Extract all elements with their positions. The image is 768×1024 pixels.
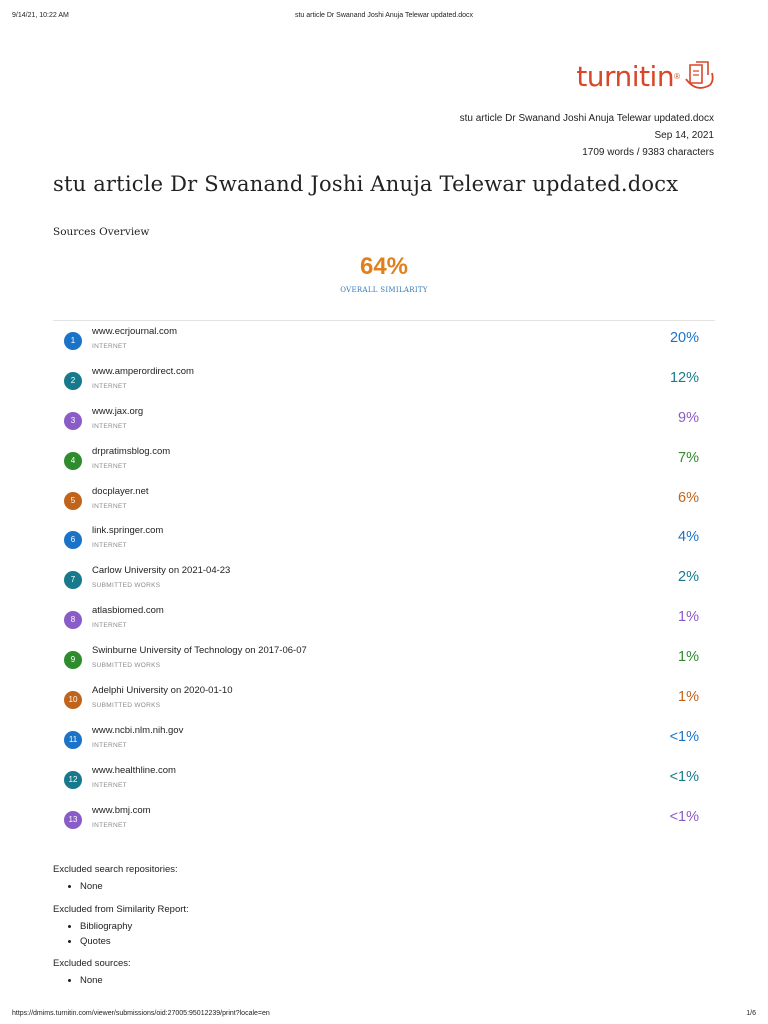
turnitin-logo: turnitin ® [576,56,716,96]
source-type: INTERNET [92,741,127,749]
source-type: INTERNET [92,781,127,789]
source-percent: <1% [669,728,699,745]
source-type: INTERNET [92,821,127,829]
source-name[interactable]: link.springer.com [92,525,164,537]
source-row[interactable]: 8 atlasbiomed.com INTERNET 1% [53,600,715,640]
source-percent: 4% [678,529,699,546]
source-percent: <1% [669,808,699,825]
source-row[interactable]: 9 Swinburne University of Technology on 2… [53,640,715,680]
source-percent: 7% [678,449,699,466]
overall-label: OVERALL SIMILARITY [340,286,428,294]
source-percent: 6% [678,489,699,506]
source-name[interactable]: atlasbiomed.com [92,605,164,617]
exclusion-block: Excluded search repositories: None [53,864,178,894]
source-type: INTERNET [92,542,127,550]
source-row[interactable]: 11 www.ncbi.nlm.nih.gov INTERNET <1% [53,720,715,760]
exclusion-heading: Excluded from Similarity Report: [53,904,189,915]
source-name[interactable]: drpratimsblog.com [92,445,171,457]
source-number-badge: 9 [64,651,82,670]
source-type: INTERNET [92,462,127,470]
source-row[interactable]: 12 www.healthline.com INTERNET <1% [53,760,715,800]
document-title: stu article Dr Swanand Joshi Anuja Telew… [53,172,679,196]
exclusion-item: None [80,973,131,988]
source-number-badge: 4 [64,451,82,470]
source-name[interactable]: www.amperordirect.com [92,365,194,377]
sources-overview-label: Sources Overview [53,226,150,238]
logo-registered: ® [674,71,680,81]
source-number-badge: 3 [64,411,82,430]
source-number-badge: 10 [64,691,82,710]
exclusion-list: None [53,973,131,988]
source-percent: 1% [678,609,699,626]
source-row[interactable]: 1 www.ecrjournal.com INTERNET 20% [53,321,715,361]
source-name[interactable]: www.healthline.com [92,764,176,776]
source-type: INTERNET [92,622,127,630]
source-percent: 1% [678,649,699,666]
source-number-badge: 2 [64,371,82,390]
source-percent: 9% [678,409,699,426]
source-row[interactable]: 5 docplayer.net INTERNET 6% [53,481,715,521]
source-number-badge: 11 [64,730,82,749]
source-percent: 20% [669,330,699,346]
meta-filename: stu article Dr Swanand Joshi Anuja Telew… [459,113,714,124]
source-row[interactable]: 6 link.springer.com INTERNET 4% [53,520,715,560]
source-name[interactable]: Adelphi University on 2020-01-10 [92,685,233,697]
source-name[interactable]: www.jax.org [92,405,144,417]
source-type: SUBMITTED WORKS [92,702,161,710]
turnitin-logo-icon [685,61,714,89]
source-type: INTERNET [92,422,127,430]
exclusion-list: None [53,879,178,894]
exclusion-item: Bibliography [80,919,189,934]
source-number-badge: 7 [64,571,82,590]
page-number: 1/6 [746,1010,756,1017]
source-percent: 2% [678,569,699,586]
source-name[interactable]: Swinburne University of Technology on 20… [92,645,307,657]
print-url: https://dmims.turnitin.com/viewer/submis… [12,1010,270,1017]
source-number-badge: 13 [64,810,82,829]
source-type: SUBMITTED WORKS [92,582,161,590]
source-type: INTERNET [92,343,127,350]
overall-similarity: 64% OVERALL SIMILARITY [0,250,768,294]
submission-meta: stu article Dr Swanand Joshi Anuja Telew… [460,110,714,161]
source-number-badge: 12 [64,770,82,789]
source-name[interactable]: Carlow University on 2021-04-23 [92,565,231,577]
source-row[interactable]: 7 Carlow University on 2021-04-23 SUBMITTE… [53,560,715,600]
source-percent: 12% [669,369,699,386]
source-row[interactable]: 10 Adelphi University on 2020-01-10 SUBMIT… [53,680,715,720]
source-type: INTERNET [92,502,127,510]
source-number-badge: 5 [64,491,82,510]
meta-date: Sep 14, 2021 [654,130,715,141]
print-title: stu article Dr Swanand Joshi Anuja Telew… [294,12,474,19]
overall-percent: 64% [359,253,409,280]
exclusion-heading: Excluded sources: [53,958,131,969]
source-row[interactable]: 2 www.amperordirect.com INTERNET 12% [53,361,715,401]
source-number-badge: 6 [64,531,82,550]
exclusion-block: Excluded sources: None [53,958,131,988]
source-name[interactable]: www.bmj.com [92,804,151,816]
source-number-badge: 8 [64,611,82,630]
divider [53,320,715,321]
exclusion-block: Excluded from Similarity Report: Bibliogr… [53,904,189,949]
source-row[interactable]: 13 www.bmj.com INTERNET <1% [53,800,715,840]
source-type: SUBMITTED WORKS [92,662,161,670]
source-percent: <1% [669,768,699,785]
print-datetime: 9/14/21, 10:22 AM [12,12,69,19]
source-type: INTERNET [92,382,127,390]
exclusion-item: None [80,879,178,894]
exclusion-list: BibliographyQuotes [53,919,189,949]
source-percent: 1% [678,689,699,706]
source-name[interactable]: www.ncbi.nlm.nih.gov [92,724,184,736]
source-row[interactable]: 3 www.jax.org INTERNET 9% [53,401,715,441]
source-name[interactable]: www.ecrjournal.com [92,326,177,337]
exclusion-heading: Excluded search repositories: [53,864,178,875]
logo-text: turnitin [576,59,675,93]
sources-list: 1 www.ecrjournal.com INTERNET 20% 2 www.amper… [53,321,715,840]
exclusion-item: Quotes [80,934,189,949]
source-name[interactable]: docplayer.net [92,485,149,497]
meta-counts: 1709 words / 9383 characters [582,147,714,158]
source-number-badge: 1 [64,332,82,350]
source-row[interactable]: 4 drpratimsblog.com INTERNET 7% [53,441,715,481]
